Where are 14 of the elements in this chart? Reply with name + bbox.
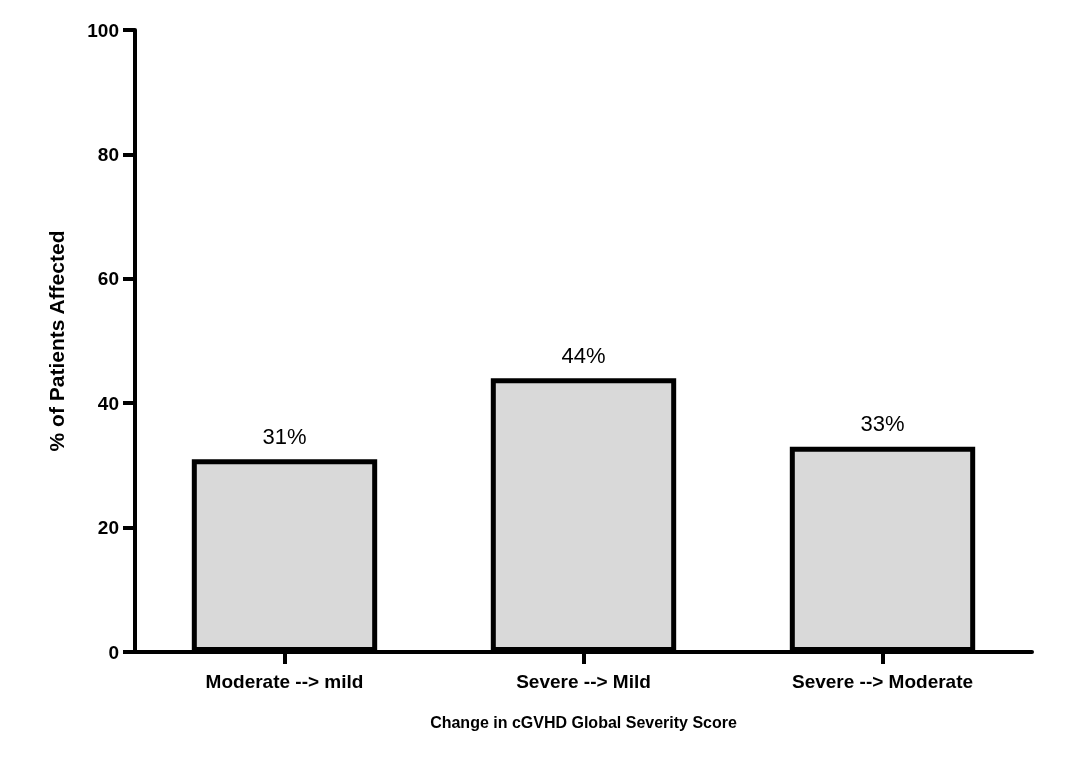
data-label: 44%	[561, 342, 606, 368]
y-tick-label: 0	[108, 641, 119, 663]
x-tick-label: Moderate --> mild	[205, 671, 364, 692]
y-tick-label: 20	[97, 517, 119, 539]
y-tick-label: 80	[97, 143, 119, 165]
x-axis-title: Change in cGVHD Global Severity Score	[430, 713, 737, 731]
y-tick-label: 60	[97, 268, 119, 290]
y-axis-title: % of Patients Affected	[45, 230, 68, 452]
data-label: 31%	[262, 423, 307, 449]
x-tick-label: Severe --> Mild	[516, 671, 651, 692]
x-tick-label: Severe --> Moderate	[791, 671, 974, 692]
data-label: 33%	[860, 411, 905, 437]
y-tick-label: 100	[87, 19, 119, 41]
y-tick-label: 40	[97, 392, 119, 414]
